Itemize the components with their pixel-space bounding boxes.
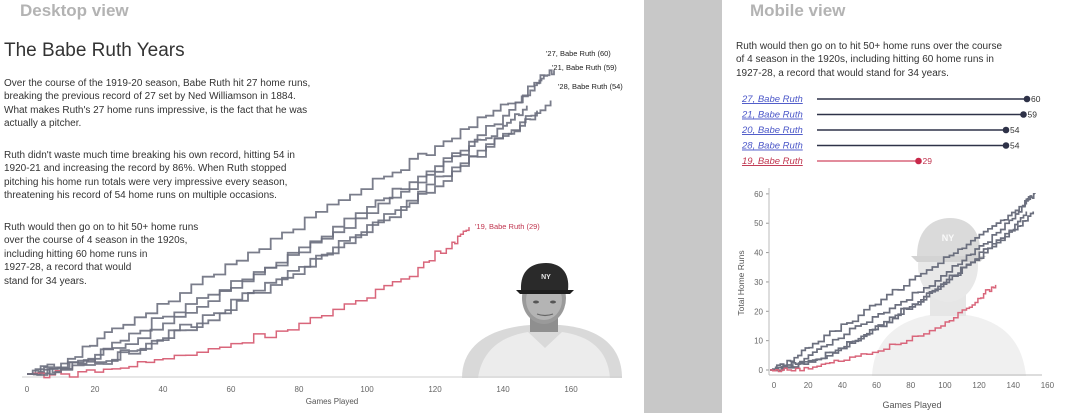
- line-label-27: '27, Babe Ruth (60): [546, 49, 611, 58]
- intro-paragraph-3: Ruth would then go on to hit 50+ home ru…: [4, 221, 198, 288]
- x-tick-label: 140: [1007, 381, 1021, 390]
- series-line[interactable]: [27, 105, 528, 376]
- lollipop-dot[interactable]: [1020, 111, 1027, 118]
- text-line: actually a pitcher.: [4, 118, 82, 130]
- desktop-view-label: Desktop view: [20, 1, 129, 20]
- lollipop-value: 54: [1010, 125, 1020, 135]
- x-tick-label: 160: [1041, 381, 1055, 390]
- text-line: of 4 season in the 1920s, including hitt…: [736, 54, 994, 66]
- lollipop-value: 59: [1028, 110, 1038, 120]
- series-lines: [27, 69, 555, 379]
- lollipop-category-link[interactable]: 20, Babe Ruth: [741, 125, 803, 136]
- text-line: stand for 34 years.: [4, 275, 87, 287]
- text-line: Ruth didn't waste much time breaking his…: [4, 150, 295, 161]
- x-tick-label: 60: [872, 381, 881, 390]
- mobile-line-chart: NY 0 10 20 30 40 50 60 0 20 40 60 80 100 120 140 160 G…: [736, 188, 1055, 410]
- y-tick-label: 60: [754, 190, 763, 199]
- line-label-28: '28, Babe Ruth (54): [558, 82, 623, 91]
- lollipop-value: 29: [923, 156, 933, 166]
- x-tick-label: 140: [496, 385, 510, 394]
- lollipop-category-link[interactable]: 19, Babe Ruth: [742, 156, 803, 167]
- lollipop-dot[interactable]: [1023, 95, 1031, 103]
- text-line: threatening his record of 54 home runs o…: [4, 190, 277, 202]
- x-tick-label: 40: [159, 385, 168, 394]
- text-line: 1920-21 and increasing the record by 86%…: [4, 163, 287, 175]
- y-axis-label: Total Home Runs: [736, 250, 746, 315]
- series-line[interactable]: [770, 284, 997, 373]
- svg-text:NY: NY: [541, 274, 551, 281]
- x-axis-label: Games Played: [306, 397, 358, 406]
- x-tick-label: 20: [91, 385, 100, 394]
- x-axis-ticks: 0 20 40 60 80 100 120 140 160: [25, 385, 578, 394]
- text-line: What makes Ruth's 27 home runs impressiv…: [4, 104, 308, 116]
- text-line: Ruth would then go on to hit 50+ home ru…: [736, 41, 1003, 52]
- y-tick-label: 10: [754, 337, 763, 346]
- series-line[interactable]: [770, 195, 1030, 372]
- text-line: over the course of 4 season in the 1920s…: [4, 235, 188, 247]
- svg-text:NY: NY: [942, 233, 955, 243]
- x-tick-label: 80: [906, 381, 915, 390]
- mobile-lollipop-chart: 27, Babe Ruth 60 21, Babe Ruth 59 20, Babe R…: [741, 94, 1041, 167]
- series-line[interactable]: [27, 227, 470, 379]
- text-line: 1927-28, a record that would: [4, 262, 132, 274]
- text-line: breaking the previous record of 27 set b…: [4, 91, 296, 103]
- babe-ruth-portrait-desktop: NY: [462, 263, 622, 378]
- y-axis-ticks: 0 10 20 30 40 50 60: [754, 190, 769, 375]
- x-tick-label: 0: [772, 381, 777, 390]
- line-label-21: '21, Babe Ruth (59): [552, 63, 617, 72]
- text-line: pitching his home run totals were very i…: [4, 176, 288, 188]
- lollipop-category-link[interactable]: 21, Babe Ruth: [741, 110, 803, 121]
- mobile-view-label: Mobile view: [750, 1, 846, 20]
- text-line: including hitting 60 home runs in: [4, 248, 148, 260]
- x-tick-label: 0: [25, 385, 30, 394]
- y-tick-label: 20: [754, 307, 763, 316]
- x-tick-label: 100: [360, 385, 374, 394]
- text-line: Over the course of the 1919-20 season, B…: [4, 78, 311, 89]
- page-title: The Babe Ruth Years: [4, 40, 185, 61]
- series-line[interactable]: [770, 211, 1028, 372]
- x-tick-label: 80: [295, 385, 304, 394]
- panel-divider: [644, 0, 722, 413]
- x-axis-ticks: 0 20 40 60 80 100 120 140 160: [772, 381, 1055, 390]
- x-tick-label: 120: [972, 381, 986, 390]
- lollipop-dot[interactable]: [915, 157, 922, 165]
- x-axis-label: Games Played: [882, 400, 941, 410]
- y-tick-label: 50: [754, 219, 763, 228]
- mobile-intro-paragraph: Ruth would then go on to hit 50+ home ru…: [736, 40, 1054, 80]
- lollipop-dot[interactable]: [1002, 142, 1010, 149]
- babe-ruth-portrait-mobile: NY: [872, 218, 1026, 376]
- x-tick-label: 160: [564, 385, 578, 394]
- x-tick-label: 60: [227, 385, 236, 394]
- text-line: 1927-28, a record that would stand for 3…: [736, 67, 949, 79]
- series-line[interactable]: [27, 110, 538, 376]
- x-tick-label: 20: [804, 381, 813, 390]
- series-lines: [770, 192, 1036, 373]
- lollipop-category-link[interactable]: 27, Babe Ruth: [741, 94, 803, 105]
- x-tick-label: 120: [428, 385, 442, 394]
- y-tick-label: 30: [754, 278, 763, 287]
- text-line: Ruth would then go on to hit 50+ home ru…: [4, 222, 199, 233]
- x-tick-label: 100: [938, 381, 952, 390]
- y-tick-label: 0: [759, 366, 764, 375]
- series-line[interactable]: [770, 192, 1036, 372]
- x-tick-label: 40: [838, 381, 847, 390]
- desktop-line-chart: NY 0 20 40 60 80 100 120 140 160 Games Played '2…: [22, 49, 623, 406]
- intro-paragraph-2: Ruth didn't waste much time breaking his…: [4, 149, 295, 203]
- intro-paragraph-1: Over the course of the 1919-20 season, B…: [4, 77, 310, 131]
- lollipop-dot[interactable]: [1002, 126, 1010, 134]
- lollipop-category-link[interactable]: 28, Babe Ruth: [741, 141, 803, 152]
- lollipop-value: 60: [1031, 94, 1041, 104]
- series-line[interactable]: [27, 75, 545, 376]
- y-tick-label: 40: [754, 249, 763, 258]
- line-label-19: '19, Babe Ruth (29): [475, 222, 540, 231]
- lollipop-value: 54: [1010, 141, 1020, 151]
